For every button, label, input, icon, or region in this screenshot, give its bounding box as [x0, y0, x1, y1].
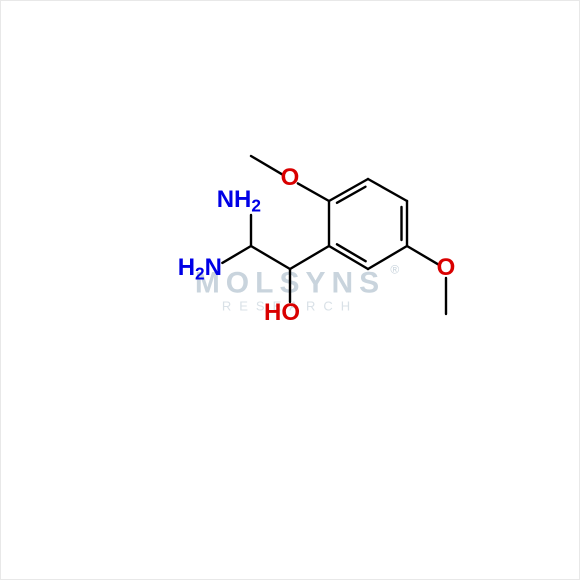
bonds-group [222, 156, 446, 314]
atom-label-o_ho: HO [264, 299, 300, 326]
molecule-svg: O O HO NH2 H2N [1, 1, 580, 580]
atom-labels-group: O O HO NH2 H2N [178, 164, 456, 326]
atom-label-o_right: O [437, 254, 456, 281]
atom-label-n_left: H2N [178, 254, 222, 282]
atom-label-n_top: NH2 [217, 186, 261, 214]
atom-label-o_top: O [281, 164, 300, 191]
structure-canvas-container: MOLSYNS RESEARCH ® OOHONH2H2N [0, 0, 580, 580]
